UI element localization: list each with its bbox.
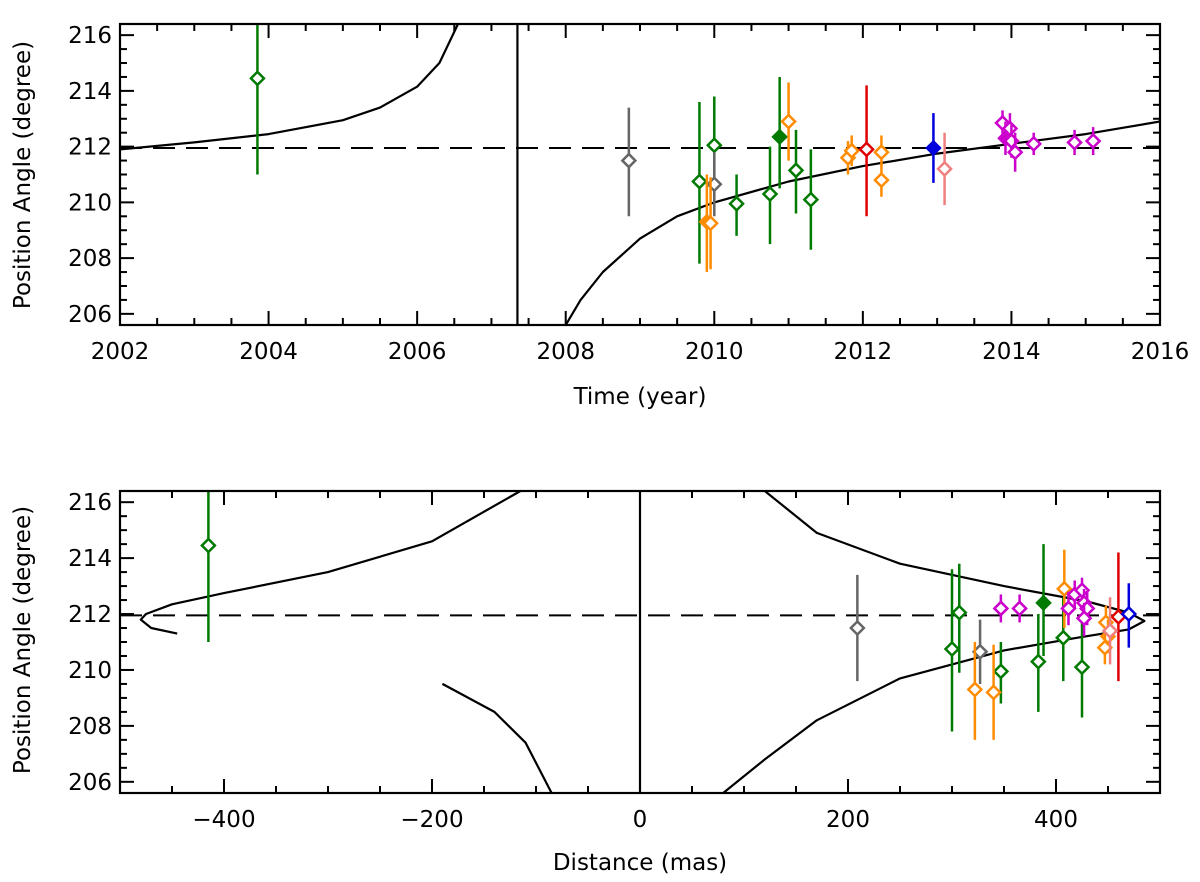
time-orange-point-2 — [780, 113, 797, 130]
time-x-tick-label: 2010 — [685, 339, 744, 365]
distance-magenta-point-0 — [992, 600, 1010, 617]
distance-magenta-point-2 — [1060, 600, 1077, 617]
time-orange-point-1 — [702, 215, 719, 232]
distance-pink-point-0 — [1101, 622, 1119, 640]
time-magenta-point-5 — [1025, 135, 1042, 153]
time-x-tick-label: 2014 — [982, 339, 1041, 365]
distance-y-tick-label: 212 — [68, 602, 112, 628]
time-gray-point-0 — [620, 152, 638, 169]
distance-series-red — [1110, 552, 1127, 682]
distance-orange-point-1 — [985, 684, 1002, 701]
time-series-magenta — [994, 110, 1102, 172]
distance-green-point-7 — [1073, 658, 1091, 676]
time-green-point-2 — [706, 136, 723, 154]
time-x-tick-label: 2012 — [834, 339, 893, 365]
time-x-tick-label: 2006 — [388, 339, 447, 365]
distance-model-curve-0 — [139, 491, 521, 635]
distance-green-point-1 — [943, 640, 961, 658]
time-x-tick-label: 2008 — [536, 339, 595, 365]
distance-green-point-0 — [200, 537, 217, 554]
time-orange-point-5 — [873, 143, 890, 161]
time-green-point-4 — [761, 185, 779, 203]
time-series-pink — [936, 132, 953, 206]
time-magenta-point-6 — [1066, 134, 1083, 151]
time-series-green — [249, 24, 820, 264]
time-pink-point-0 — [936, 160, 953, 178]
time-panel-xlabel: Time (year) — [573, 384, 707, 410]
time-y-tick-label: 210 — [68, 190, 112, 216]
distance-panel: Distance (mas) Position Angle (degree) −… — [10, 489, 1162, 876]
time-x-tick-label: 2004 — [239, 339, 298, 365]
distance-model-curve-1 — [441, 682, 553, 793]
distance-x-tick-label: 400 — [1034, 807, 1078, 833]
time-orange-point-4 — [843, 142, 860, 160]
distance-panel-ylabel: Position Angle (degree) — [10, 506, 36, 774]
distance-green-point-6 — [1055, 629, 1072, 647]
time-y-tick-label: 206 — [68, 302, 112, 328]
distance-x-tick-label: 200 — [826, 807, 870, 833]
distance-panel-xlabel: Distance (mas) — [553, 850, 727, 876]
time-model-curve-0 — [120, 24, 1160, 325]
time-series-red — [858, 85, 875, 217]
time-x-tick-label: 2016 — [1131, 339, 1190, 365]
time-series-orange — [698, 82, 890, 273]
time-panel-ylabel: Position Angle (degree) — [10, 41, 36, 309]
distance-plot-area — [120, 491, 1160, 793]
time-green-point-7 — [802, 191, 820, 208]
distance-magenta-point-1 — [1011, 600, 1028, 617]
time-green-point-0 — [249, 70, 266, 87]
time-red-point-0 — [858, 141, 875, 158]
distance-y-tick-label: 210 — [68, 658, 112, 684]
time-y-tick-label: 212 — [68, 135, 112, 161]
time-magenta-point-0 — [994, 114, 1011, 132]
distance-green-point-4 — [1030, 653, 1047, 670]
time-y-tick-label: 216 — [68, 23, 112, 49]
time-series-blue — [925, 113, 942, 183]
distance-magenta-point-7 — [1075, 609, 1093, 627]
time-panel: Time (year) Position Angle (degree) 2002… — [10, 22, 1190, 410]
distance-green-point-2 — [951, 604, 968, 621]
time-y-tick-label: 208 — [68, 246, 112, 272]
distance-x-tick-label: 0 — [633, 807, 648, 833]
distance-blue-point-0 — [1120, 605, 1138, 623]
time-magenta-point-7 — [1084, 132, 1102, 150]
time-green-point-1 — [691, 173, 708, 190]
distance-y-tick-label: 208 — [68, 714, 112, 740]
distance-series-magenta — [992, 577, 1096, 637]
distance-orange-point-0 — [966, 681, 984, 698]
distance-series-pink — [1101, 597, 1119, 665]
distance-series-blue — [1120, 583, 1138, 648]
distance-y-tick-label: 216 — [68, 490, 112, 516]
time-magenta-point-4 — [1006, 143, 1024, 161]
distance-x-tick-label: −400 — [192, 807, 255, 833]
time-green-point-3 — [728, 195, 745, 213]
distance-green-point-3 — [992, 663, 1010, 680]
time-plot-area — [120, 24, 1160, 325]
distance-model-curve-2 — [722, 491, 1146, 793]
time-orange-point-6 — [873, 171, 890, 189]
time-blue-point-0 — [925, 139, 942, 157]
time-y-tick-label: 214 — [68, 79, 112, 105]
distance-series-gray — [849, 574, 989, 684]
distance-y-tick-label: 214 — [68, 546, 112, 572]
time-x-tick-label: 2002 — [91, 339, 150, 365]
distance-series-green — [200, 491, 1091, 732]
distance-y-tick-label: 206 — [68, 770, 112, 796]
distance-green-point-5 — [1035, 594, 1052, 612]
time-green-point-5 — [771, 128, 788, 146]
distance-gray-point-0 — [849, 619, 866, 637]
time-green-point-6 — [787, 162, 805, 179]
distance-x-tick-label: −200 — [400, 807, 463, 833]
time-frame — [118, 22, 1162, 327]
